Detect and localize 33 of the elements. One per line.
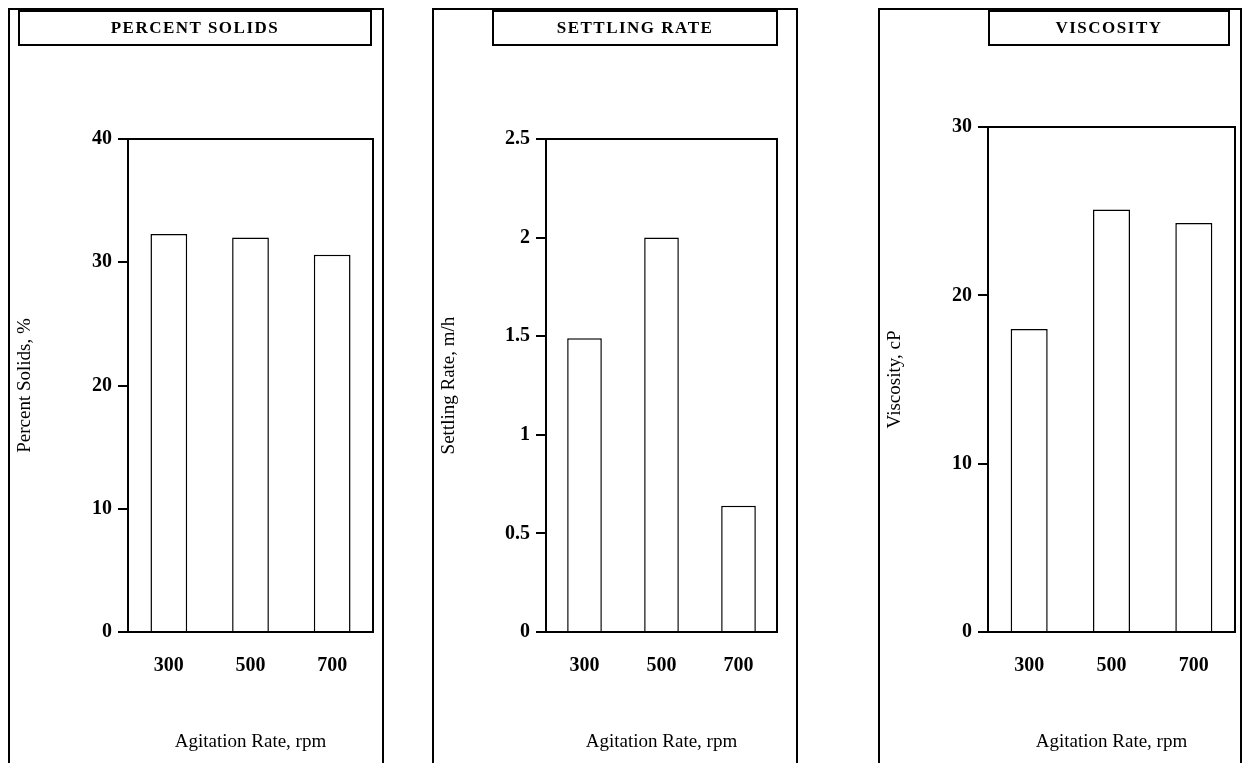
y-tick-label: 10 [952, 450, 972, 473]
y-tick-label: 0.5 [505, 520, 530, 543]
chart-title: PERCENT SOLIDS [18, 10, 372, 46]
x-tick-label: 300 [153, 653, 184, 676]
x-axis-title: Agitation Rate, rpm [174, 729, 327, 751]
x-tick-label: 500 [1096, 653, 1127, 676]
x-tick-label: 300 [1014, 653, 1045, 676]
y-tick-label: 10 [92, 495, 112, 518]
y-tick-label: 20 [952, 282, 972, 305]
y-tick-label: 2.5 [505, 126, 530, 149]
y-tick-label: 1 [520, 421, 530, 444]
x-axis-title: Agitation Rate, rpm [585, 729, 738, 751]
y-tick-label: 0 [520, 619, 530, 642]
y-tick-label: 1.5 [505, 323, 530, 346]
x-tick-label: 700 [317, 653, 348, 676]
x-tick-label: 300 [569, 653, 600, 676]
x-axis-title: Agitation Rate, rpm [1035, 729, 1188, 751]
chart-title: VISCOSITY [988, 10, 1230, 46]
x-tick-label: 500 [646, 653, 677, 676]
x-tick-label: 500 [235, 653, 266, 676]
y-axis-title: Settling Rate, m/h [437, 316, 459, 455]
y-axis-title: Percent Solids, % [13, 318, 35, 453]
y-tick-label: 40 [92, 126, 112, 149]
y-axis-title: Viscosity, cP [883, 330, 905, 429]
x-tick-label: 700 [723, 653, 754, 676]
x-tick-label: 700 [1178, 653, 1209, 676]
y-tick-label: 2 [520, 224, 530, 247]
y-tick-label: 0 [102, 619, 112, 642]
chart-title: SETTLING RATE [492, 10, 778, 46]
y-tick-label: 30 [92, 249, 112, 272]
y-tick-label: 30 [952, 114, 972, 137]
y-tick-label: 20 [92, 372, 112, 395]
y-tick-label: 0 [962, 619, 972, 642]
